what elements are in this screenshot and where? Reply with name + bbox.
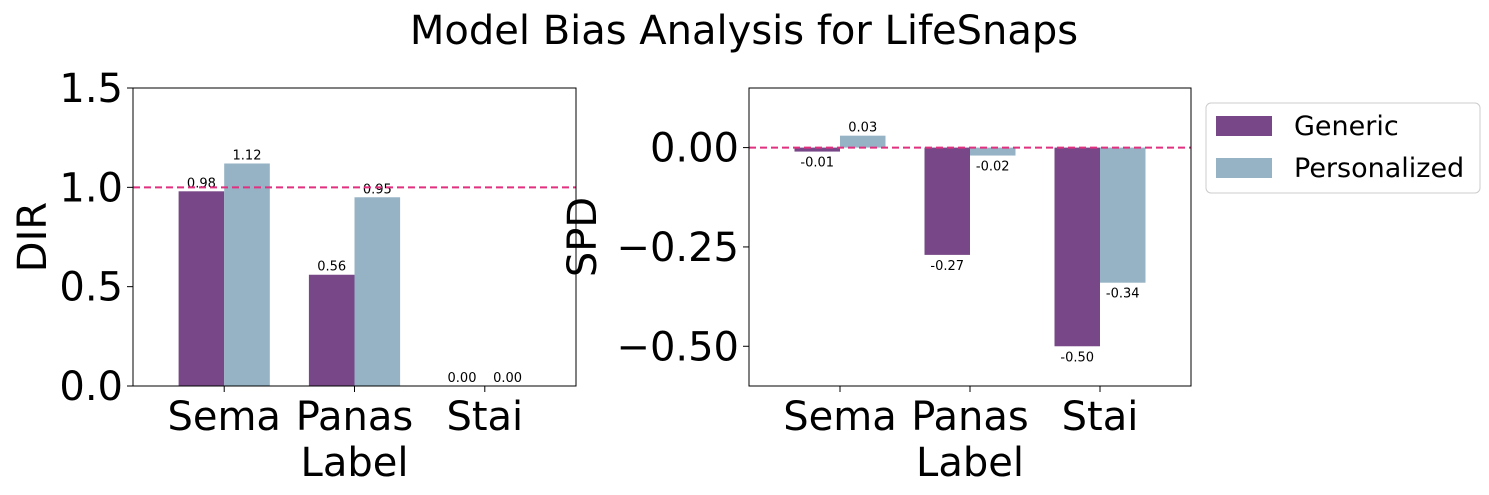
dir-bar-generic-sema [178,191,225,386]
spd-xtick-label: Panas [911,394,1029,440]
dir-chart: 0.98 0.56 0.00 1.12 0.95 0.00 0.0 0.5 1.0 1.5 Sema… [10,66,577,486]
dir-ytick-label: 1.5 [59,66,123,112]
dir-value-label: 0.56 [317,260,346,275]
spd-xtick-label: Stai [1062,394,1139,440]
spd-bar-generic-panas [924,147,970,255]
dir-xaxis-label: Label [301,440,409,486]
dir-ytick-label: 0.0 [59,364,123,410]
spd-value-label: -0.02 [976,160,1010,175]
spd-bar-personalized-stai [1100,147,1146,283]
spd-value-label: 0.03 [848,121,877,136]
spd-value-label: -0.34 [1106,287,1140,302]
spd-value-label: -0.27 [930,259,964,274]
spd-xtick-label: Sema [783,394,896,440]
spd-bar-personalized-sema [840,135,886,148]
legend-box [1205,102,1481,194]
spd-value-label: -0.50 [1060,350,1094,365]
dir-bar-generic-panas [308,274,355,386]
dir-value-label: 0.95 [363,182,392,197]
dir-xtick-label: Panas [296,394,414,440]
spd-ytick-label: −0.25 [616,225,739,271]
spd-ytick-label: 0.00 [650,126,739,172]
dir-value-label: 0.98 [187,176,216,191]
spd-xaxis-label: Label [916,440,1024,486]
dir-xtick-label: Sema [167,394,280,440]
dir-xtick-label: Stai [446,394,523,440]
legend-label-personalized: Personalized [1294,153,1464,184]
legend-label-generic: Generic [1294,111,1399,142]
legend-swatch-personalized [1216,158,1272,178]
spd-yaxis-label: SPD [560,197,606,277]
dir-value-label: 1.12 [233,148,262,163]
dir-ytick-label: 0.5 [59,265,123,311]
dir-value-label: 0.00 [448,371,477,386]
dir-bar-personalized-panas [354,197,401,386]
dir-yaxis-label: DIR [10,202,56,272]
spd-ytick-label: −0.50 [616,324,739,370]
dir-ytick-label: 1.0 [59,165,123,211]
spd-bar-generic-sema [794,147,840,152]
spd-value-label: -0.01 [800,156,834,171]
legend-swatch-generic [1216,116,1272,136]
legend: Generic Personalized [1205,102,1481,194]
dir-value-label: 0.00 [493,371,522,386]
spd-bar-generic-stai [1054,147,1100,347]
figure-title: Model Bias Analysis for LifeSnaps [410,8,1078,54]
dir-bar-personalized-sema [224,163,270,386]
spd-chart: -0.01 -0.27 -0.50 0.03 -0.02 -0.34 0.00 −0.25 −0… [560,87,1192,486]
spd-bar-personalized-panas [970,147,1016,156]
